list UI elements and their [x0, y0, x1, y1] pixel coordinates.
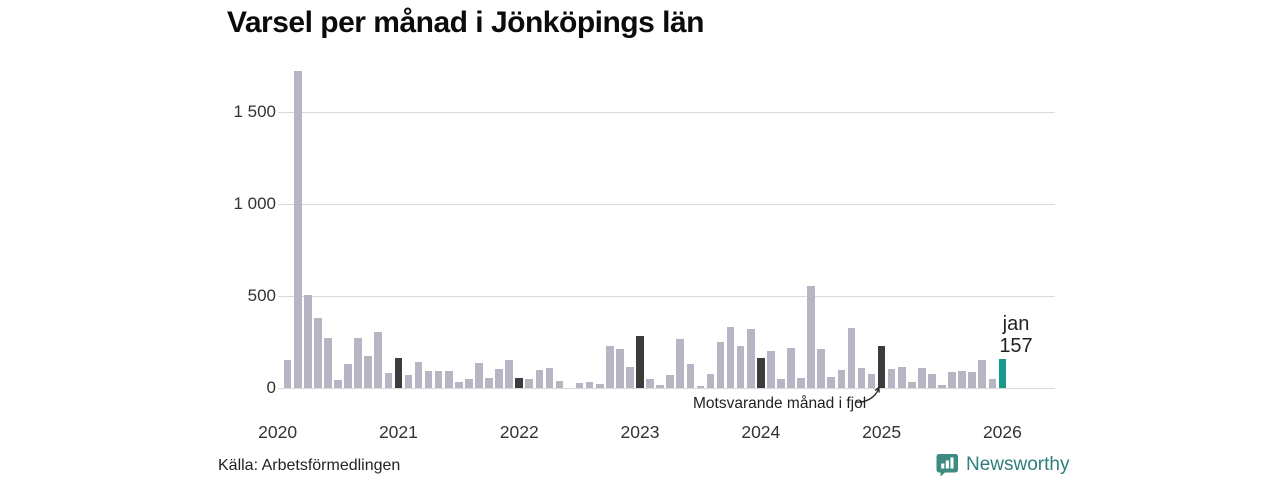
bar — [505, 360, 513, 388]
chart-title: Varsel per månad i Jönköpings län — [227, 6, 705, 39]
bar — [585, 382, 594, 388]
bar — [414, 362, 423, 388]
bar — [646, 378, 654, 388]
bar — [736, 345, 745, 388]
x-axis-year-label: 2020 — [258, 422, 298, 442]
bar — [344, 364, 352, 388]
bar — [616, 349, 624, 388]
bar — [495, 368, 503, 388]
bar — [757, 357, 765, 388]
y-axis-tick-label: 0 — [266, 377, 276, 397]
bar — [897, 366, 906, 388]
bar — [485, 377, 493, 388]
y-axis-tick-label: 1 500 — [233, 102, 276, 122]
bar — [314, 318, 322, 388]
bar — [696, 386, 705, 388]
bar — [404, 375, 413, 388]
bar — [978, 359, 987, 388]
bar — [324, 338, 332, 388]
bar — [475, 363, 483, 388]
bar — [384, 373, 393, 388]
bar — [545, 367, 554, 388]
bar — [797, 377, 805, 388]
bar — [867, 374, 876, 388]
bar — [686, 364, 695, 388]
bar — [948, 372, 956, 388]
gridline — [278, 295, 1055, 297]
bar — [777, 378, 785, 388]
bar — [394, 357, 403, 388]
bar — [676, 339, 685, 388]
bar — [374, 332, 383, 388]
y-axis-tick-label: 1 000 — [233, 194, 276, 214]
x-axis-year-label: 2023 — [620, 422, 660, 442]
bar — [666, 375, 675, 388]
bar — [525, 378, 534, 388]
gridline — [278, 387, 1055, 389]
x-axis-year-label: 2025 — [862, 422, 902, 442]
bar — [434, 370, 443, 388]
highlight-label: jan 157 — [994, 313, 1038, 357]
bar — [716, 342, 725, 388]
newsworthy-logo-icon — [936, 454, 958, 477]
bar — [837, 369, 846, 388]
bar — [424, 371, 433, 388]
bar — [938, 385, 946, 388]
bar — [706, 374, 715, 388]
x-axis-year-label: 2022 — [499, 422, 539, 442]
bar — [455, 381, 463, 388]
bar — [364, 355, 373, 388]
bar — [555, 380, 564, 388]
bar — [877, 345, 886, 388]
highlight-value-label: 157 — [999, 335, 1033, 357]
bar — [575, 383, 584, 388]
bar — [656, 385, 664, 388]
bar — [787, 347, 795, 388]
bar — [293, 71, 302, 388]
bar — [304, 295, 312, 388]
bar — [726, 326, 735, 388]
y-axis-tick-label: 500 — [247, 285, 276, 305]
bar — [767, 351, 775, 388]
bar — [968, 372, 977, 388]
bar — [354, 337, 362, 388]
newsworthy-logo-text: Newsworthy — [966, 454, 1070, 475]
bar — [988, 379, 997, 388]
bar — [887, 368, 896, 388]
bar — [636, 335, 644, 388]
bar — [918, 367, 926, 388]
bar — [515, 377, 524, 388]
bar — [928, 374, 936, 388]
brand: Newsworthy — [936, 453, 1069, 477]
x-axis-year-label: 2024 — [741, 422, 781, 442]
bar — [626, 366, 634, 388]
bar — [595, 384, 604, 388]
annotation-label: Motsvarande månad i fjol — [693, 395, 867, 412]
bar — [606, 345, 614, 388]
annotation-arrow-icon — [855, 386, 880, 403]
gridline — [278, 204, 1055, 206]
bar — [807, 286, 815, 388]
bar — [958, 370, 966, 388]
bar — [283, 360, 292, 388]
bar — [827, 376, 836, 388]
x-axis-year-label: 2026 — [982, 422, 1022, 442]
bar — [334, 379, 342, 388]
x-axis-year-label: 2021 — [378, 422, 418, 442]
bar — [444, 371, 453, 388]
source-label: Källa: Arbetsförmedlingen — [218, 457, 401, 474]
bar — [817, 348, 826, 388]
gridline — [278, 112, 1055, 114]
highlight-month-label: jan — [1002, 313, 1030, 335]
bar — [465, 378, 473, 388]
bar — [908, 381, 916, 388]
bar — [746, 329, 755, 388]
bar — [535, 369, 544, 388]
bar — [847, 328, 856, 388]
bar — [998, 359, 1007, 388]
bar — [857, 367, 866, 388]
